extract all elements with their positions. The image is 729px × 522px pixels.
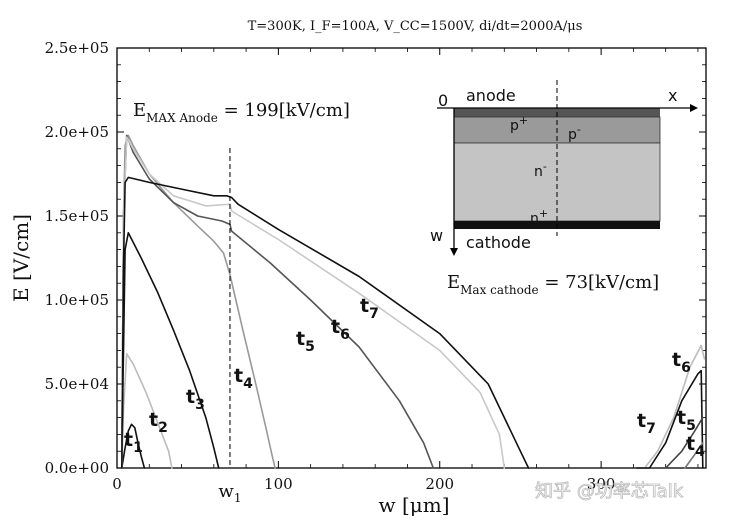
inset-cathode-label: cathode [466, 233, 531, 252]
curve-label-t3: t3 [186, 386, 205, 413]
curve-label-t7-cathode: t7 [637, 410, 656, 437]
inset-x-arrow-icon [690, 104, 698, 112]
curve-t3 [121, 232, 220, 469]
chart-title: T=300K, I_F=100A, V_CC=1500V, di/dt=2000… [248, 19, 583, 34]
plot-frame [116, 47, 707, 469]
y-tick-label: 5.0e+04 [45, 375, 109, 393]
curve-label-t5: t5 [296, 328, 315, 355]
inset-x-label: x [668, 86, 677, 105]
inset-anode-label: anode [466, 86, 516, 105]
curve-t4 [684, 442, 704, 469]
curve-label-t6-cathode: t6 [672, 349, 691, 376]
curve-t4 [121, 134, 276, 469]
watermark: 知乎 @功率芯Talk [535, 481, 684, 502]
curve-t5 [664, 416, 704, 469]
cathode-max-annotation: EMax cathode = 73[kV/cm] [447, 272, 659, 297]
curve-label-t6: t6 [331, 316, 350, 343]
y-tick-label: 0.0e+00 [45, 459, 109, 477]
anode-max-annotation: EMAX Anode = 199[kV/cm] [133, 100, 350, 125]
inset-w-arrow-icon [450, 248, 458, 256]
curve-t1 [121, 423, 146, 469]
curve-t7 [121, 176, 530, 469]
device-inset: 0 anode x w cathode p+ p- n- n+ [430, 80, 698, 256]
curve-t6 [643, 344, 706, 469]
w1-label: w1 [218, 481, 241, 505]
inset-origin-label: 0 [438, 91, 448, 110]
y-tick-label: 2.5e+05 [45, 39, 109, 57]
y-axis: 0.0e+00 5.0e+04 1.0e+05 1.5e+05 2.0e+05 2.5e+… [45, 39, 706, 477]
inset-n-plus-label: n+ [530, 207, 548, 227]
curve-t2 [121, 353, 173, 469]
y-tick-label: 2.0e+05 [45, 123, 109, 141]
curve-label-t2: t2 [149, 409, 168, 436]
curve-labels: t1 t2 t3 t4 t5 t6 t7 t6 t7 t5 t4 [124, 295, 705, 460]
curve-t5 [121, 134, 435, 469]
y-tick-label: 1.0e+05 [45, 291, 109, 309]
x-tick-label: 300 [587, 475, 616, 493]
curve-label-t4: t4 [234, 365, 253, 392]
curve-label-t4-cathode: t4 [686, 433, 705, 460]
curve-label-t5-cathode: t5 [677, 407, 696, 434]
x-tick-label: 100 [264, 475, 293, 493]
y-axis-title: E [V/cm] [9, 214, 33, 302]
x-tick-label: 0 [112, 475, 122, 493]
y-tick-label: 1.5e+05 [45, 207, 109, 225]
inset-p-minus-label: p- [568, 123, 581, 143]
inset-w-label: w [430, 226, 443, 245]
curve-label-t7: t7 [360, 295, 379, 322]
curve-label-t1: t1 [124, 429, 143, 456]
inset-n-minus-label: n- [534, 160, 547, 180]
x-axis: 0 100 200 300 [112, 48, 699, 493]
x-axis-title: w [μm] [378, 493, 449, 517]
inset-p-plus-label: p+ [510, 114, 528, 134]
x-tick-label: 200 [425, 475, 454, 493]
curve-t7 [635, 369, 704, 469]
